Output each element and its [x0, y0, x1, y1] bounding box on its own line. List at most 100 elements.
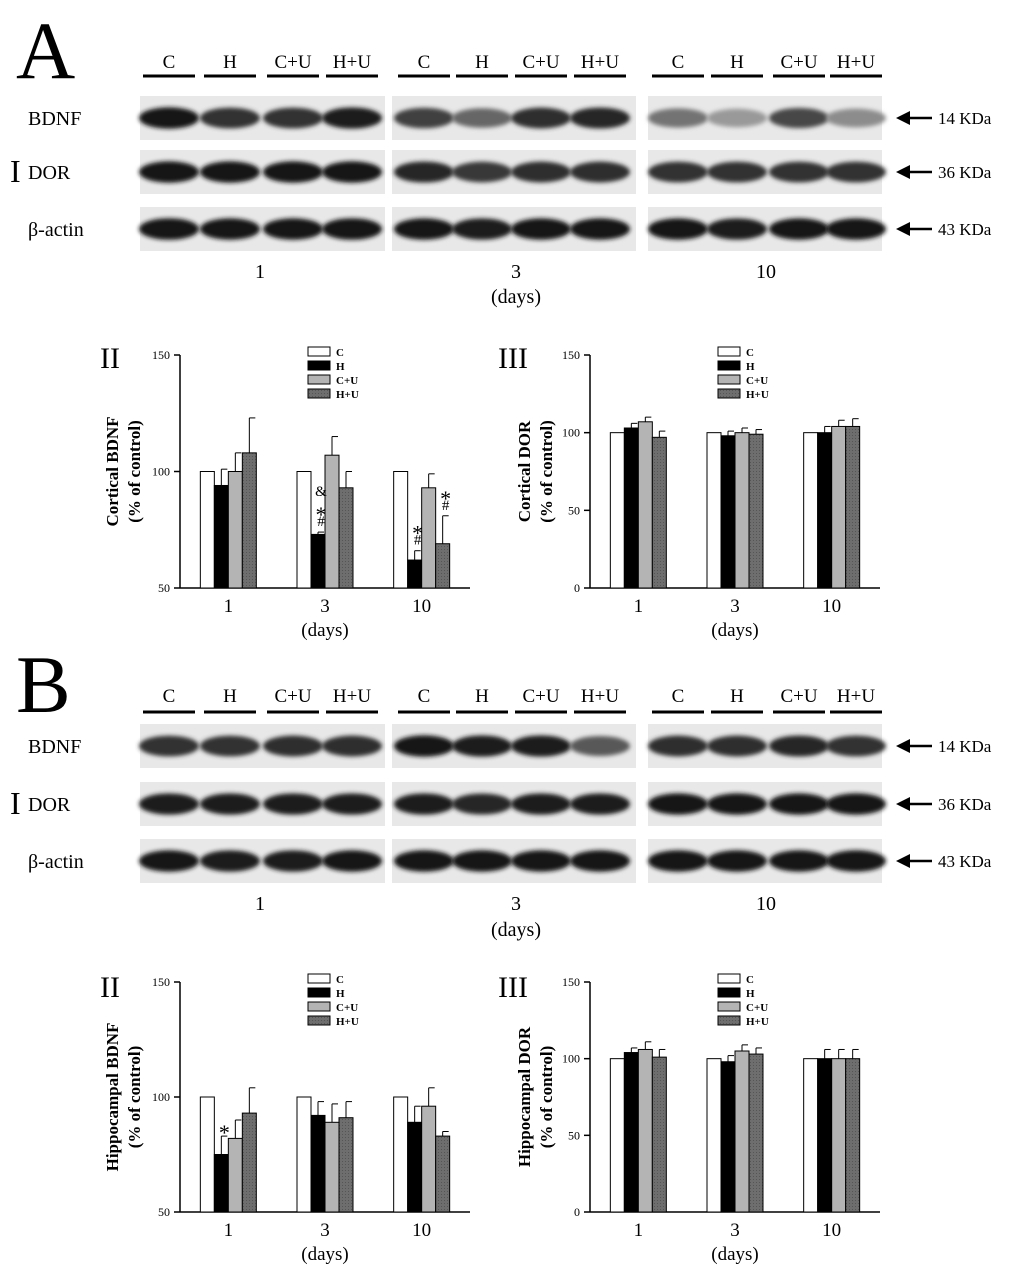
bar [609, 432, 625, 589]
significance-mark: # [317, 514, 325, 530]
x-tick-label: 10 [412, 1220, 431, 1241]
blot-band [139, 735, 199, 757]
blot-band [570, 107, 630, 129]
molecular-weight: 14 KDa [938, 737, 992, 756]
blot-band [452, 218, 512, 240]
legend-swatch [307, 987, 331, 998]
x-tick-label: 3 [730, 1220, 740, 1241]
blot-band [322, 850, 382, 872]
bar [227, 471, 243, 589]
bar [199, 471, 215, 589]
blot-band [200, 161, 260, 183]
arrow-head-icon [896, 222, 910, 236]
chart-roman: II [100, 342, 120, 375]
bar [227, 1137, 243, 1213]
legend-label: H [746, 988, 755, 1000]
significance-mark: * [219, 1120, 230, 1145]
legend-label: H [336, 361, 345, 373]
bar [637, 1048, 653, 1213]
blot-band [452, 793, 512, 815]
blot-band [511, 161, 571, 183]
y-axis-label-unit: (% of control) [125, 420, 144, 523]
blot-band [769, 850, 829, 872]
bar-chart [584, 973, 880, 1213]
bar [296, 1096, 312, 1213]
legend-label: C+U [746, 375, 768, 387]
molecular-weight: 14 KDa [938, 109, 992, 128]
legend-swatch [307, 360, 331, 371]
roman-numeral: I [10, 153, 21, 189]
blot-band [263, 850, 323, 872]
legend-swatch [307, 374, 331, 385]
bar [407, 1121, 423, 1213]
y-axis-label: Cortical BDNF [103, 416, 122, 526]
significance-mark: # [414, 533, 422, 549]
blot-band [707, 218, 767, 240]
lane-label: H [223, 686, 237, 707]
blot-band [570, 218, 630, 240]
legend-label: C [746, 974, 754, 986]
y-axis-label-unit: (% of control) [537, 420, 556, 523]
bar [706, 1058, 722, 1213]
blot-band [139, 850, 199, 872]
y-tick-label: 50 [568, 1128, 580, 1142]
blot-band [826, 218, 886, 240]
lane-label: C [418, 52, 431, 73]
y-tick-label: 0 [574, 1205, 580, 1219]
time-label: 3 [511, 893, 521, 915]
blot-band [570, 793, 630, 815]
legend-swatch [717, 1001, 741, 1012]
blot-band [769, 107, 829, 129]
blot-band [322, 735, 382, 757]
x-tick-label: 1 [634, 596, 644, 617]
blot-band [707, 735, 767, 757]
x-axis-label: (days) [711, 620, 758, 641]
x-tick-label: 3 [320, 596, 330, 617]
legend-swatch [307, 388, 331, 399]
lane-label: C [163, 52, 176, 73]
bar [393, 471, 409, 589]
blot-band [200, 850, 260, 872]
legend-swatch [717, 374, 741, 385]
y-tick-label: 50 [158, 1205, 170, 1219]
lane-label: H+U [581, 52, 619, 73]
protein-label: DOR [28, 794, 71, 816]
chart-roman: III [498, 342, 528, 375]
bar [310, 1114, 326, 1213]
bar [651, 1056, 667, 1213]
lane-label: H+U [333, 52, 371, 73]
legend-swatch [717, 346, 741, 357]
arrow-head-icon [896, 797, 910, 811]
x-tick-label: 3 [320, 1220, 330, 1241]
bar [213, 1154, 229, 1213]
lane-label: H [475, 686, 489, 707]
blot-band [570, 736, 630, 756]
blot-band [394, 218, 454, 240]
blot-band [452, 108, 512, 128]
lane-label: C [163, 686, 176, 707]
x-tick-label: 3 [730, 596, 740, 617]
bar [421, 487, 437, 589]
blot-band [394, 793, 454, 815]
bar-chart [584, 346, 880, 589]
blot-band [511, 107, 571, 129]
blot-band [707, 108, 767, 128]
blot-band [769, 793, 829, 815]
legend-swatch [307, 1015, 331, 1026]
bar [421, 1105, 437, 1213]
legend-label: C [336, 974, 344, 986]
panel-letter: A [16, 5, 75, 96]
blot-band [263, 735, 323, 757]
lane-label: C+U [780, 52, 817, 73]
blot-band [263, 161, 323, 183]
blot-band [139, 161, 199, 183]
blot-band [200, 218, 260, 240]
time-label: 1 [255, 893, 265, 915]
molecular-weight: 43 KDa [938, 220, 992, 239]
bar [435, 543, 451, 589]
bar [720, 435, 736, 589]
blot-band [570, 850, 630, 872]
bar-chart [174, 973, 470, 1213]
y-tick-label: 0 [574, 581, 580, 595]
blot-band [394, 735, 454, 757]
